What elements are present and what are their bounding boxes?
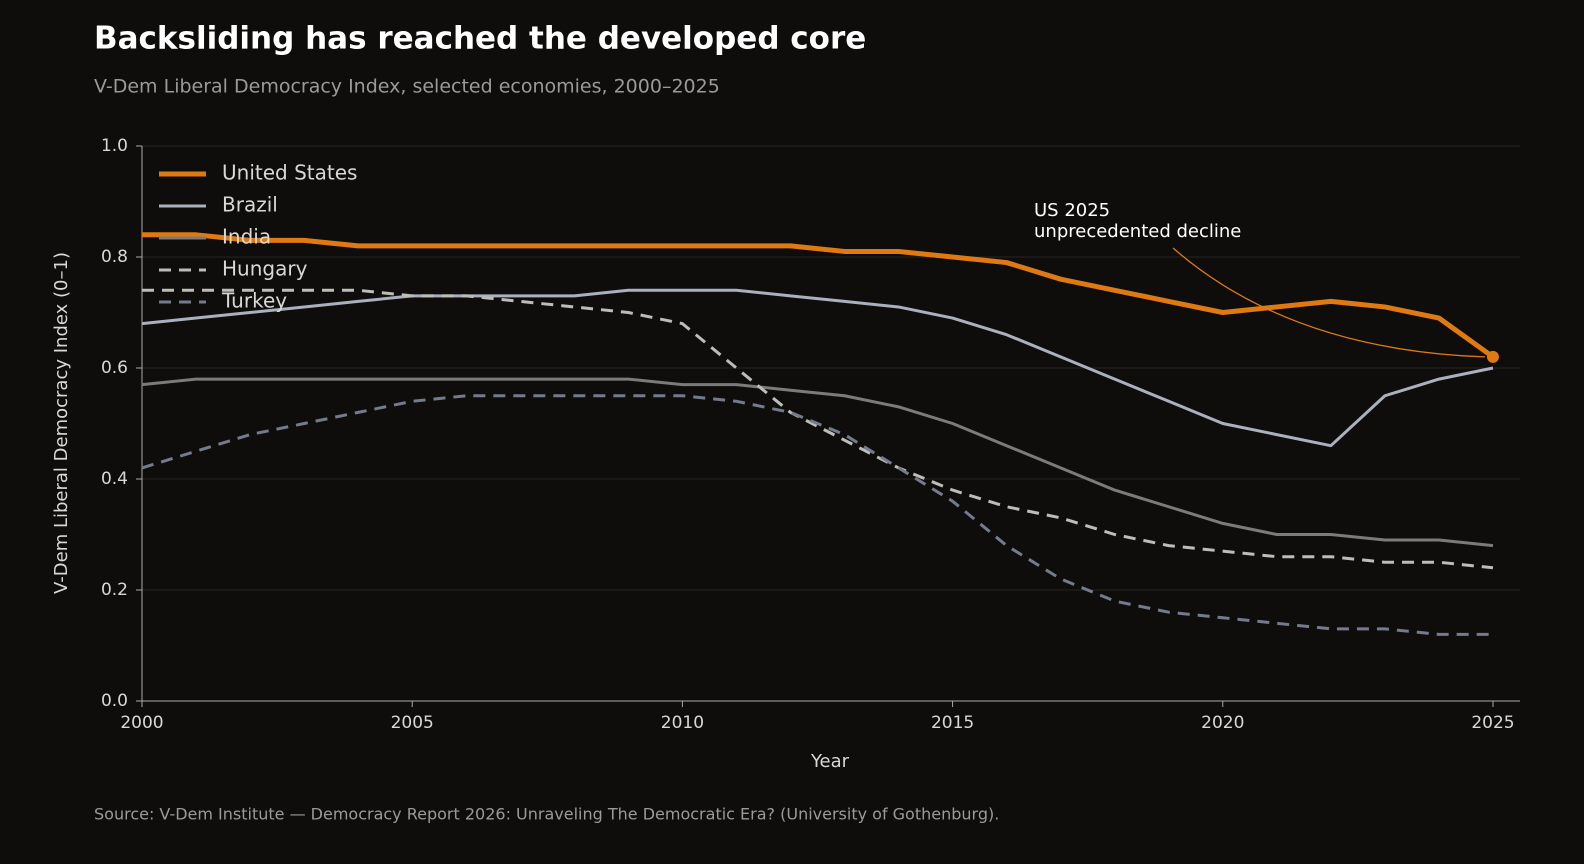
y-tick-label: 0.6 — [101, 358, 128, 378]
y-tick-label: 0.0 — [101, 691, 128, 711]
x-tick-label: 2020 — [1201, 713, 1244, 733]
annotation-text: US 2025 — [1034, 200, 1110, 221]
legend-label: Turkey — [221, 289, 287, 313]
annotation-arrow — [1172, 247, 1486, 358]
series-line — [142, 288, 1494, 570]
chart-title: Backsliding has reached the developed co… — [94, 21, 866, 57]
x-tick-label: 2010 — [661, 713, 704, 733]
series-line — [142, 232, 1495, 359]
y-tick-label: 0.2 — [101, 580, 128, 600]
legend-label: Hungary — [222, 257, 308, 281]
legend-label: India — [222, 225, 271, 249]
y-tick-label: 0.8 — [101, 247, 128, 267]
series-line — [141, 394, 1493, 636]
source-note: Source: V-Dem Institute — Democracy Repo… — [94, 805, 999, 824]
y-tick-label: 0.4 — [101, 469, 128, 489]
chart-subtitle: V-Dem Liberal Democracy Index, selected … — [94, 76, 720, 98]
x-axis-label: Year — [810, 751, 850, 772]
y-axis-label: V-Dem Liberal Democracy Index (0–1) — [51, 252, 72, 594]
x-tick-label: 2025 — [1471, 713, 1514, 733]
x-tick-label: 2000 — [120, 713, 163, 733]
series-line — [141, 377, 1494, 548]
legend-label: Brazil — [222, 193, 278, 217]
y-tick-label: 1.0 — [101, 136, 128, 156]
x-tick-label: 2005 — [391, 713, 434, 733]
legend-label: United States — [222, 161, 357, 185]
series-line — [141, 288, 1494, 448]
annotation-text: unprecedented decline — [1034, 221, 1241, 242]
highlight-point — [1486, 350, 1499, 363]
x-tick-label: 2015 — [931, 713, 974, 733]
